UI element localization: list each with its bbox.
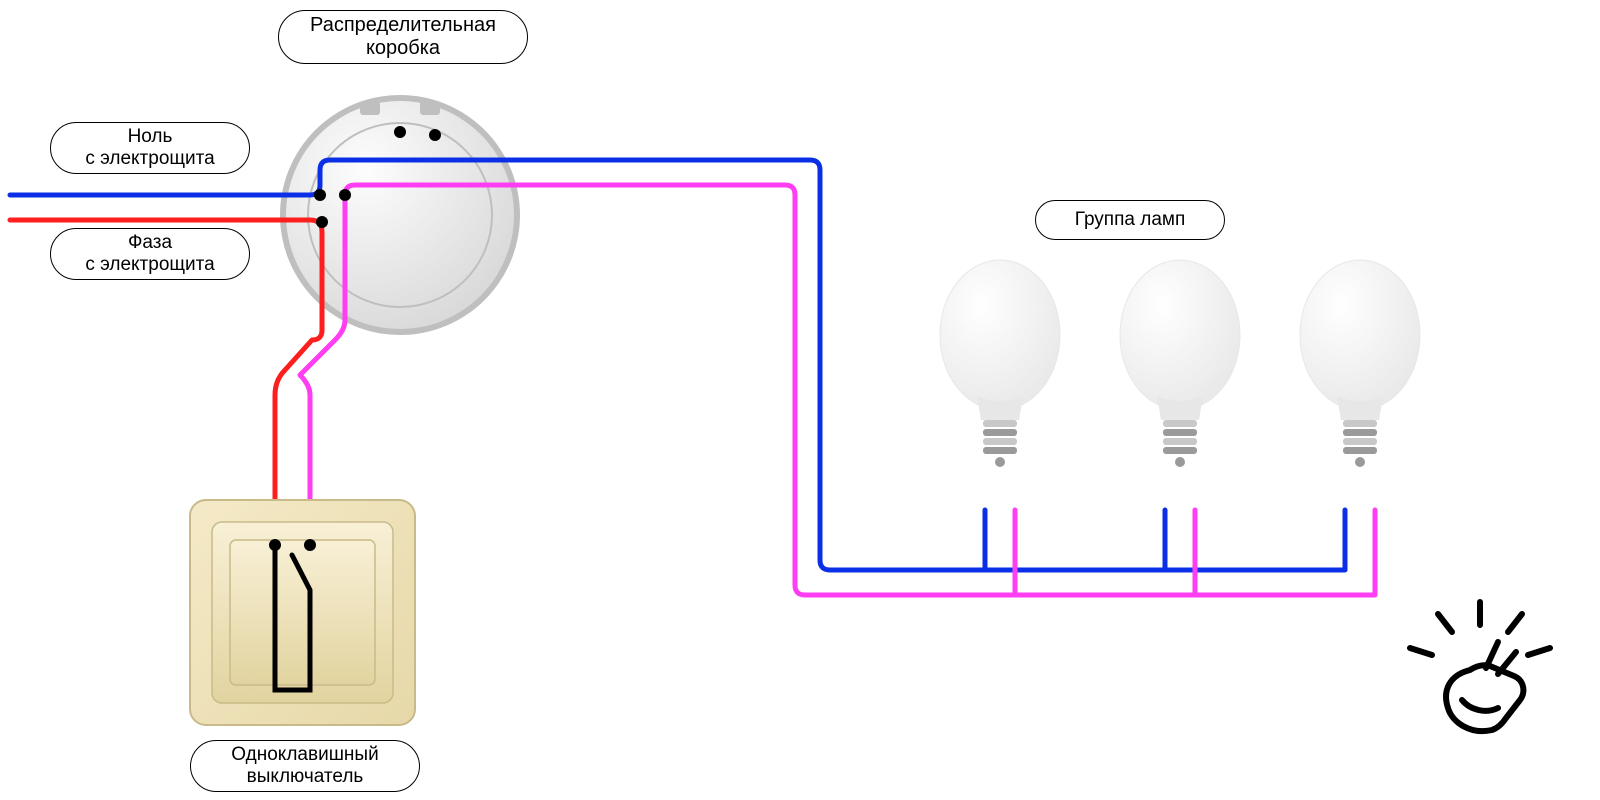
snap-fingers-icon: [1410, 602, 1550, 731]
label-text: Распределительная: [291, 14, 515, 37]
light-bulb-icon: [940, 260, 1060, 467]
label-text: с электрощита: [63, 254, 237, 276]
label-text: с электрощита: [63, 148, 237, 170]
label-lamp-group: Группа ламп: [1035, 200, 1225, 240]
label-junction-box: Распределительная коробка: [278, 10, 528, 64]
light-bulb-icon: [1300, 260, 1420, 467]
lamp-group: [940, 260, 1420, 467]
wall-switch-icon: [190, 500, 415, 725]
wiring-diagram: [0, 0, 1600, 800]
label-single-switch: Одноклавишный выключатель: [190, 740, 420, 792]
label-phase-from-panel: Фаза с электрощита: [50, 228, 250, 280]
label-neutral-from-panel: Ноль с электрощита: [50, 122, 250, 174]
label-text: Ноль: [63, 126, 237, 148]
label-text: коробка: [291, 37, 515, 60]
label-text: Одноклавишный: [203, 744, 407, 766]
label-text: выключатель: [203, 766, 407, 788]
label-text: Группа ламп: [1048, 209, 1212, 231]
label-text: Фаза: [63, 232, 237, 254]
light-bulb-icon: [1120, 260, 1240, 467]
